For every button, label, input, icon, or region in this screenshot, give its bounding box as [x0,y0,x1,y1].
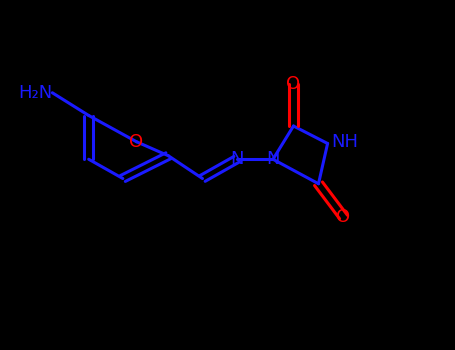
Text: N: N [230,150,243,168]
Text: NH: NH [331,133,359,151]
Text: O: O [286,75,301,93]
Text: H₂N: H₂N [18,84,52,102]
Text: O: O [129,133,144,151]
Text: O: O [336,208,351,226]
Text: N: N [266,150,280,168]
